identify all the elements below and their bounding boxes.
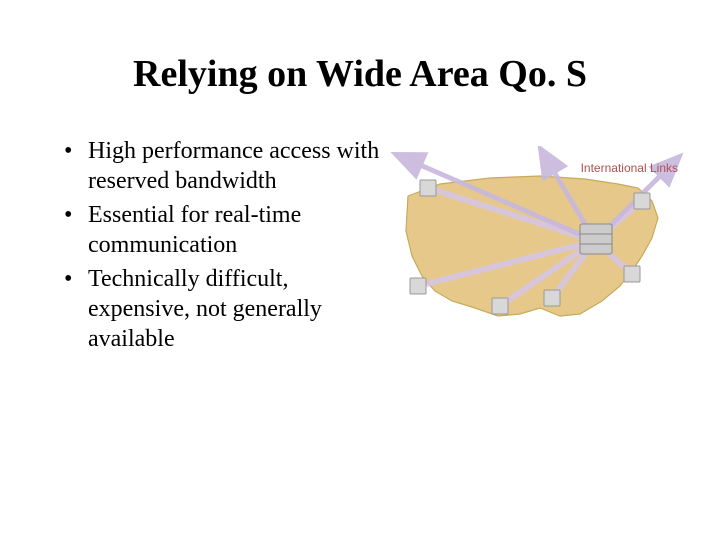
hub-server-icon — [580, 224, 612, 254]
slide-content: High performance access with reserved ba… — [0, 136, 720, 371]
node-icon — [492, 298, 508, 314]
usa-map-icon — [406, 176, 658, 316]
node-icon — [624, 266, 640, 282]
bullet-item: High performance access with reserved ba… — [60, 136, 380, 196]
node-icon — [420, 180, 436, 196]
bullet-list: High performance access with reserved ba… — [60, 136, 380, 354]
bullet-item: Essential for real-time communication — [60, 200, 380, 260]
node-icon — [410, 278, 426, 294]
bullet-column: High performance access with reserved ba… — [60, 136, 380, 371]
slide-title: Relying on Wide Area Qo. S — [0, 0, 720, 136]
node-icon — [634, 193, 650, 209]
network-map-diagram — [380, 146, 690, 366]
bullet-item: Technically difficult, expensive, not ge… — [60, 264, 380, 354]
diagram-column: International Links — [380, 136, 700, 371]
node-icon — [544, 290, 560, 306]
international-links-label: International Links — [581, 161, 678, 175]
